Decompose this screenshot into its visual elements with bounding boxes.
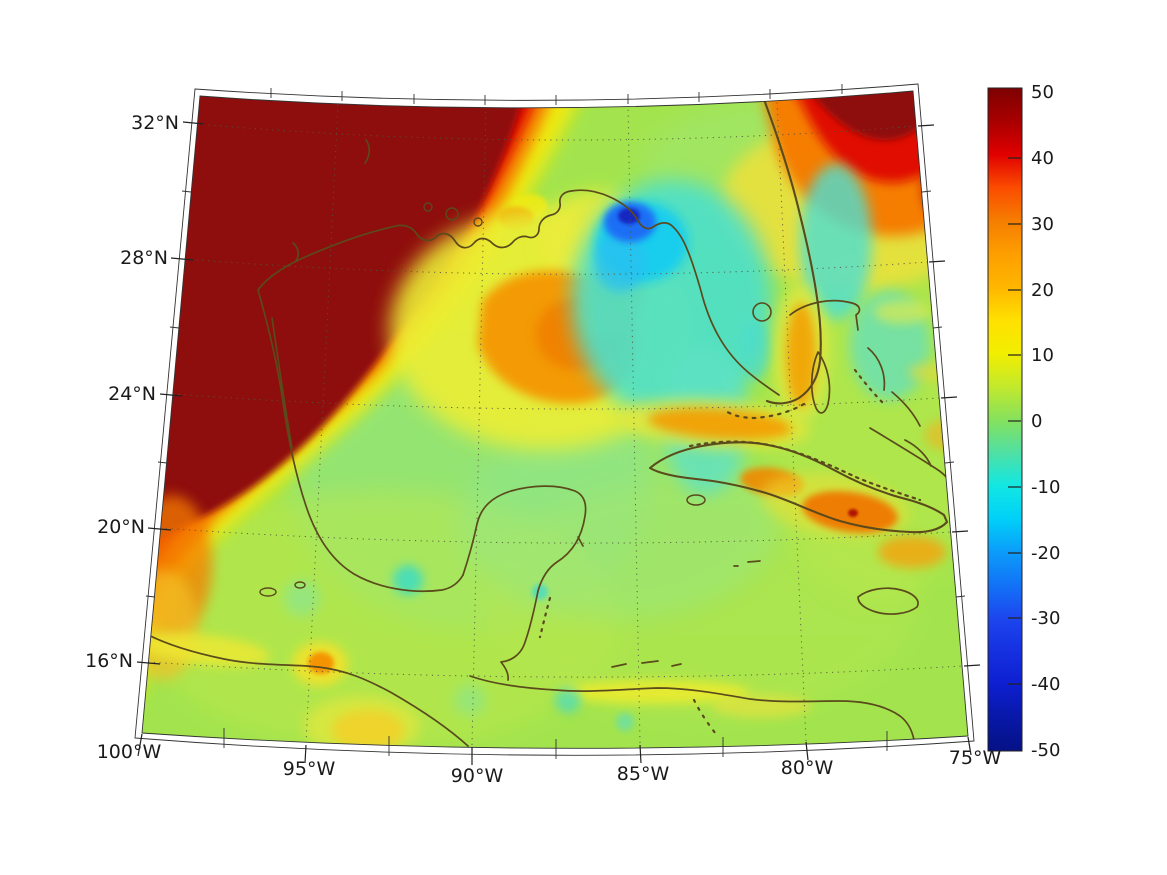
x-tick-label-75w: 75°W (949, 747, 1002, 769)
frame-outer (134, 83, 975, 756)
meridian-95w (305, 103, 339, 744)
colorbar-label-m30: -30 (1031, 608, 1060, 629)
colorbar-ticks (1008, 157, 1021, 685)
map-outline (141, 90, 969, 749)
coast-pacific-mexico (142, 627, 469, 747)
colorbar-label-50: 50 (1031, 82, 1054, 103)
colorbar-labels: 50 40 30 20 10 0 -10 -20 -30 -40 -50 (1031, 82, 1060, 761)
lake-okeechobee (752, 302, 772, 322)
meridian-90w (471, 105, 487, 746)
x-tick-label-100w: 100°W (97, 741, 162, 763)
frame-dividers (145, 84, 966, 759)
x-tick-labels: 100°W 95°W 90°W 85°W 80°W 75°W (97, 741, 1002, 787)
colorbar-label-m50: -50 (1031, 740, 1060, 761)
heat-field (142, 91, 968, 749)
bahamas-islands (789, 299, 956, 493)
colorbar-label-m20: -20 (1031, 543, 1060, 564)
mexico-lagoons (259, 581, 306, 597)
y-ticks-left (136, 121, 205, 665)
parallel-28n (184, 258, 929, 275)
colorbar-label-40: 40 (1031, 148, 1054, 169)
parallel-32n (196, 123, 917, 141)
colorbar-label-10: 10 (1031, 345, 1054, 366)
bay-islands (611, 660, 682, 668)
cayman-islands (733, 560, 761, 567)
coast-laguna-madre (271, 317, 293, 449)
x-tick-label-90w: 90°W (451, 765, 504, 787)
coastlines (142, 91, 956, 747)
graticule (147, 100, 963, 746)
y-tick-label-24n: 24°N (108, 383, 156, 405)
texas-lakes (292, 139, 371, 263)
y-ticks-right (917, 124, 981, 667)
louisiana-lakes (423, 202, 483, 227)
colorbar-label-m40: -40 (1031, 674, 1060, 695)
y-tick-label-28n: 28°N (120, 247, 168, 269)
x-ticks (137, 733, 972, 765)
meridian-80w (776, 100, 807, 742)
colorbar-label-0: 0 (1031, 411, 1042, 432)
parallel-24n (172, 393, 940, 410)
cuba-archipelago (688, 440, 922, 502)
coast-yucatan-belize (462, 485, 587, 681)
x-tick-label-95w: 95°W (283, 758, 336, 780)
coast-florida-east (759, 91, 822, 405)
axis-ticks (136, 121, 981, 765)
x-tick-label-80w: 80°W (781, 757, 834, 779)
y-tick-labels: 32°N 28°N 24°N 20°N 16°N (85, 112, 179, 672)
y-tick-label-16n: 16°N (85, 650, 133, 672)
coast-jamaica (857, 587, 919, 615)
isla-juventud (686, 494, 706, 506)
coast-north-gulf-florida-west (257, 189, 780, 396)
colorbar-label-m10: -10 (1031, 477, 1060, 498)
cozumel (577, 536, 584, 547)
y-tick-label-32n: 32°N (131, 112, 179, 134)
map-frame (134, 83, 975, 759)
x-tick-label-85w: 85°W (617, 763, 670, 785)
colorbar-label-20: 20 (1031, 280, 1054, 301)
miskito-cays (692, 698, 718, 736)
colorbar: 50 40 30 20 10 0 -10 -20 -30 -40 -50 (987, 82, 1060, 761)
y-tick-label-20n: 20°N (97, 516, 145, 538)
colorbar-gradient (987, 87, 1023, 752)
florida-keys (722, 402, 806, 420)
coast-honduras-nicaragua (469, 675, 915, 741)
colorbar-label-30: 30 (1031, 214, 1054, 235)
coast-mexico-gulf (257, 289, 464, 593)
